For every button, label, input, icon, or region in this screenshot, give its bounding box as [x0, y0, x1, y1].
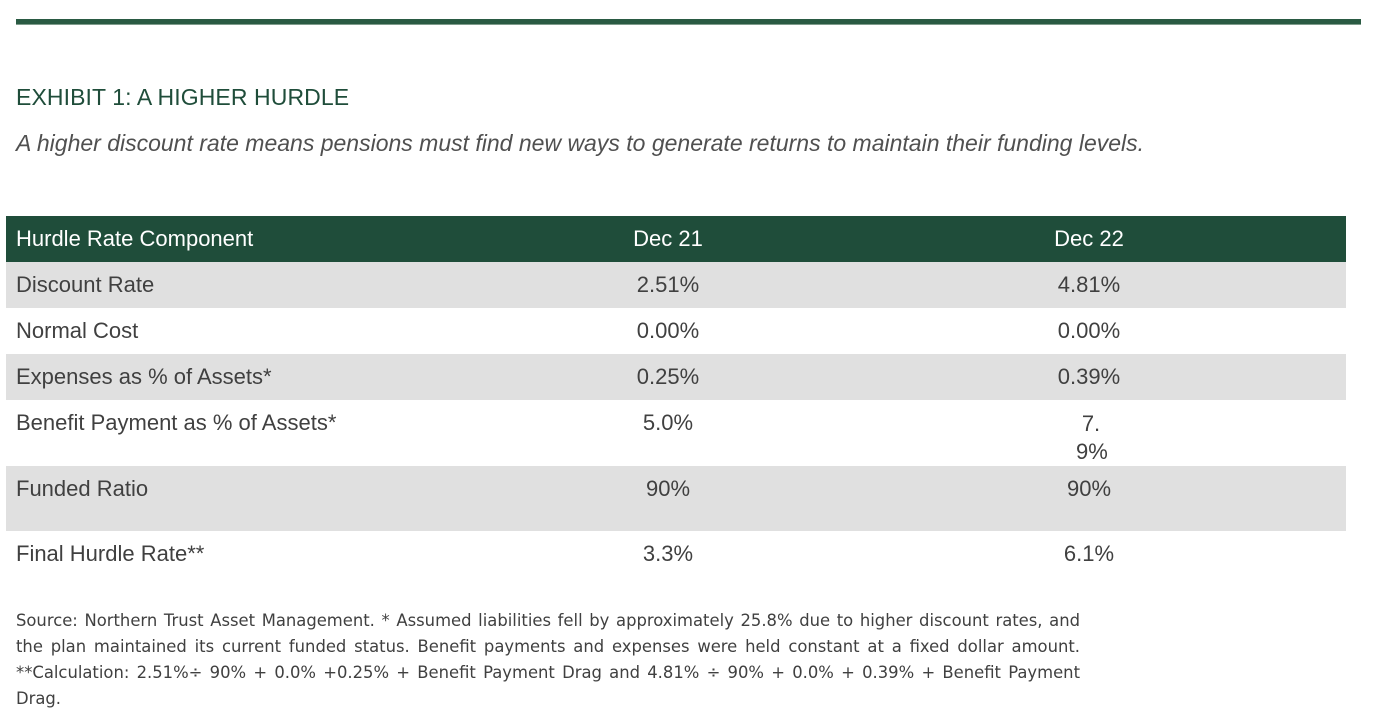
- value-dec21: 5.0%: [642, 410, 694, 435]
- header-dec22: Dec 22: [836, 216, 1346, 262]
- value-dec22: 7.9%: [1076, 411, 1108, 464]
- value-dec22: 90%: [1066, 476, 1112, 501]
- row-label: Funded Ratio: [16, 476, 149, 501]
- value-dec22: 0.00%: [1057, 318, 1121, 343]
- value-dec21: 0.25%: [636, 364, 700, 389]
- header-dec21: Dec 21: [536, 216, 836, 262]
- table-header-row: Hurdle Rate Component Dec 21 Dec 22: [6, 216, 1346, 262]
- top-divider-rule: [16, 19, 1361, 25]
- source-footnote: Source: Northern Trust Asset Management.…: [16, 611, 1080, 708]
- value-dec21: 0.00%: [636, 318, 700, 343]
- row-label: Benefit Payment as % of Assets*: [16, 410, 337, 435]
- table-row-discount-rate: Discount Rate 2.51% 4.81%: [6, 262, 1346, 308]
- value-dec21: 2.51%: [636, 272, 700, 297]
- value-dec22: 6.1%: [1063, 541, 1115, 566]
- table-row-normal-cost: Normal Cost 0.00% 0.00%: [6, 308, 1346, 354]
- row-label: Final Hurdle Rate**: [16, 541, 205, 566]
- hurdle-rate-table: Hurdle Rate Component Dec 21 Dec 22 Disc…: [6, 216, 1346, 577]
- exhibit-subtitle: A higher discount rate means pensions mu…: [16, 130, 1145, 156]
- header-component: Hurdle Rate Component: [6, 216, 536, 262]
- value-dec21: 90%: [645, 476, 691, 501]
- row-label: Discount Rate: [16, 272, 155, 297]
- table-row-expenses: Expenses as % of Assets* 0.25% 0.39%: [6, 354, 1346, 400]
- row-label: Normal Cost: [16, 318, 139, 343]
- table-row-final-hurdle-rate: Final Hurdle Rate** 3.3% 6.1%: [6, 531, 1346, 577]
- row-label: Expenses as % of Assets*: [16, 364, 272, 389]
- value-dec22: 4.81%: [1057, 272, 1121, 297]
- table-row-funded-ratio: Funded Ratio 90% 90%: [6, 466, 1346, 531]
- value-dec22: 0.39%: [1057, 364, 1121, 389]
- exhibit-title: EXHIBIT 1: A HIGHER HURDLE: [16, 84, 350, 110]
- table-row-benefit-payment: Benefit Payment as % of Assets* 5.0% 7.9…: [6, 400, 1346, 466]
- value-dec21: 3.3%: [642, 541, 694, 566]
